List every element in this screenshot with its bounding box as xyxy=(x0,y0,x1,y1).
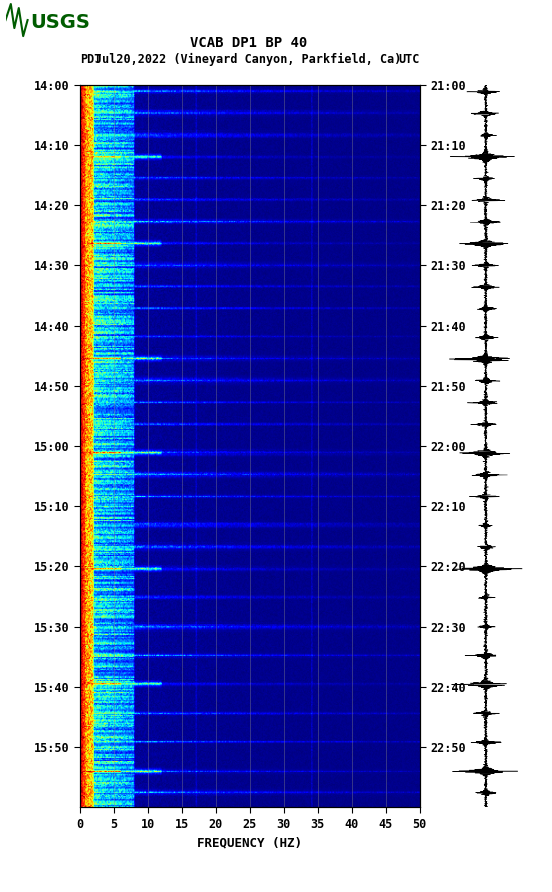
Text: USGS: USGS xyxy=(30,12,90,31)
Text: VCAB DP1 BP 40: VCAB DP1 BP 40 xyxy=(190,36,307,50)
Text: UTC: UTC xyxy=(398,54,420,66)
Text: PDT: PDT xyxy=(80,54,102,66)
Text: Jul20,2022 (Vineyard Canyon, Parkfield, Ca): Jul20,2022 (Vineyard Canyon, Parkfield, … xyxy=(95,54,402,66)
X-axis label: FREQUENCY (HZ): FREQUENCY (HZ) xyxy=(197,836,302,849)
